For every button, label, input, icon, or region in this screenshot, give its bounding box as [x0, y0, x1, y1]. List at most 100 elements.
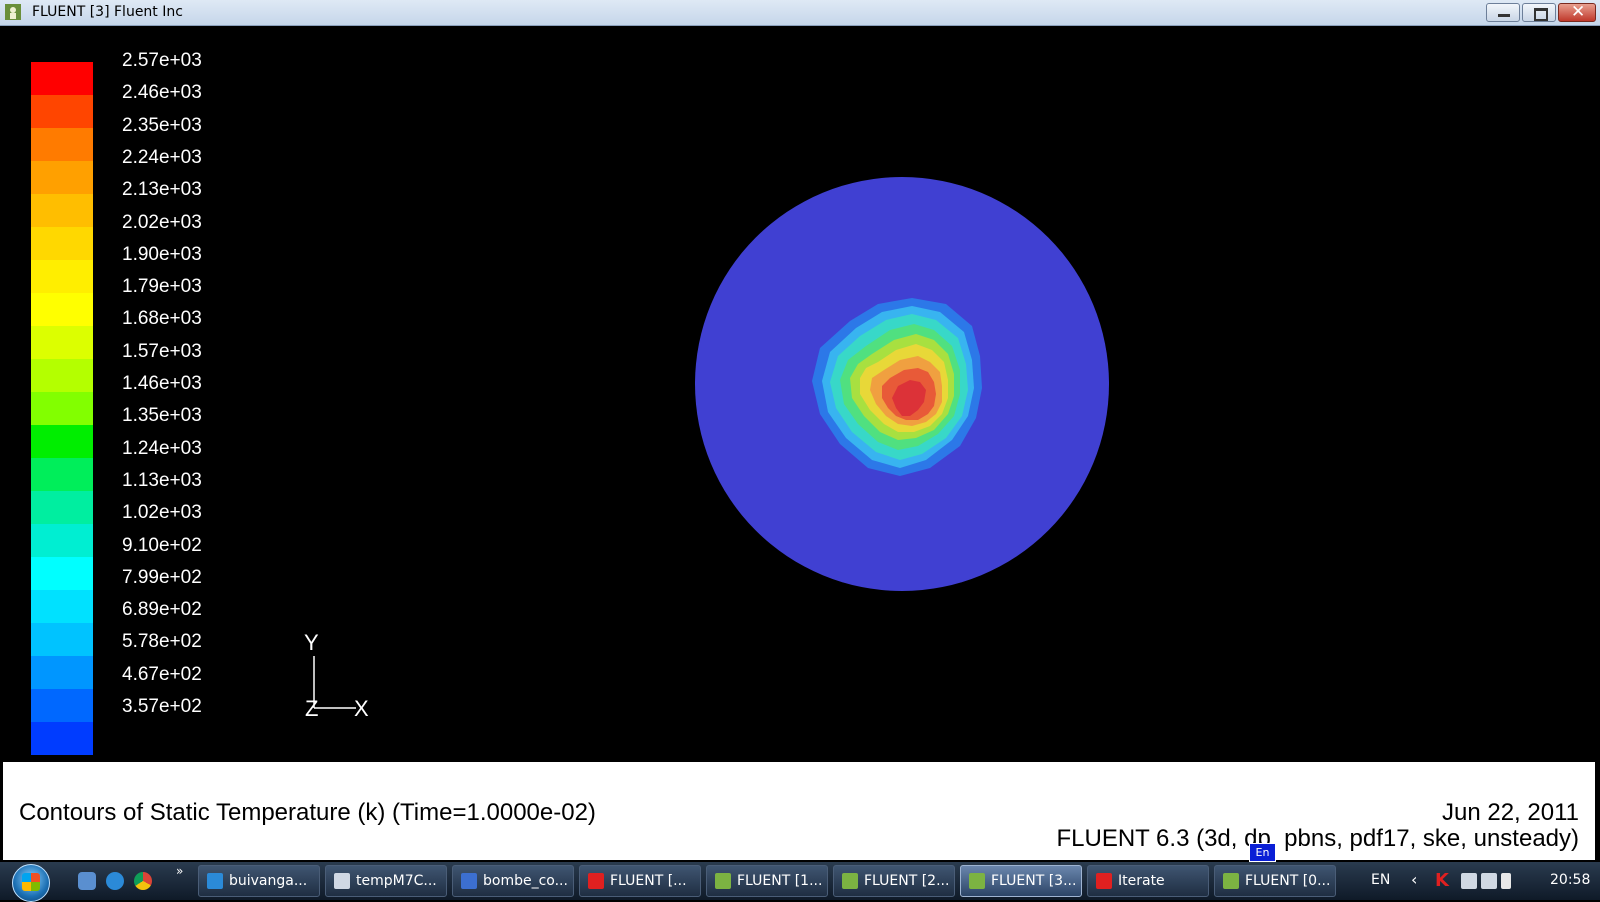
graphics-viewport[interactable]: 2.57e+03 2.46e+03 2.35e+03 2.24e+03 2.13e+03… [0, 26, 1600, 759]
network-tray-icon[interactable] [1481, 873, 1497, 889]
legend-tick-label: 1.79e+03 [122, 276, 202, 298]
legend-tick-label: 4.67e+02 [122, 663, 202, 685]
taskbar-app-icon [461, 873, 477, 889]
tray-language[interactable]: EN [1371, 872, 1391, 888]
minimize-icon [1498, 14, 1510, 17]
restore-icon [1534, 8, 1548, 21]
taskbar-app-icon [334, 873, 350, 889]
legend-tick-label: 1.35e+03 [122, 405, 202, 427]
antivirus-tray-icon[interactable]: K [1435, 870, 1449, 891]
legend-swatch [31, 260, 93, 293]
legend-tick-label: 1.02e+03 [122, 502, 202, 524]
legend-tick-label: 3.57e+02 [122, 696, 202, 717]
legend-swatch [31, 128, 93, 161]
taskbar-button[interactable]: FLUENT [3... [960, 865, 1082, 897]
taskbar-button-label: Iterate [1118, 873, 1165, 889]
tray-expand-icon[interactable]: ‹ [1411, 870, 1418, 889]
legend-swatch [31, 557, 93, 590]
legend-tick-label: 1.46e+03 [122, 373, 202, 394]
contour-core [892, 380, 926, 416]
volume-tray-icon[interactable] [1501, 873, 1511, 889]
legend-tick-label: 5.78e+02 [122, 631, 202, 653]
tray-app-icon[interactable] [1461, 873, 1477, 889]
taskbar-button-label: FLUENT [1... [737, 873, 823, 889]
legend-swatch [31, 656, 93, 689]
chrome-icon[interactable] [134, 872, 152, 890]
taskbar-button-label: bombe_co... [483, 873, 568, 889]
taskbar-button-label: FLUENT [0... [1245, 873, 1331, 889]
legend-tick-label: 2.24e+03 [122, 146, 202, 168]
close-icon: ✕ [1571, 2, 1586, 22]
close-button[interactable]: ✕ [1558, 2, 1596, 22]
legend-swatch [31, 161, 93, 194]
start-button[interactable] [12, 864, 50, 902]
quicklaunch-more-icon[interactable]: » [176, 864, 184, 878]
legend-tick-label: 9.10e+02 [122, 534, 202, 556]
taskbar-button[interactable]: FLUENT [0... [1214, 865, 1336, 897]
legend-swatch [31, 425, 93, 458]
legend-swatch [31, 458, 93, 491]
taskbar-button[interactable]: buivanga... [198, 865, 320, 897]
legend-tick-label: 2.57e+03 [122, 50, 202, 71]
show-desktop-icon[interactable] [78, 872, 96, 890]
taskbar-app-icon [588, 873, 604, 889]
legend-swatch [31, 62, 93, 95]
taskbar-app-icon [207, 873, 223, 889]
taskbar-app-icon [1096, 873, 1112, 889]
taskbar-button-label: FLUENT [... [610, 873, 687, 889]
restore-button[interactable] [1522, 3, 1556, 22]
legend-swatch [31, 95, 93, 128]
axis-z-label: Z [305, 696, 319, 721]
axes-triad: Y Z X [300, 630, 390, 726]
taskbar-button-label: tempM7C... [356, 873, 437, 889]
taskbar-button[interactable]: Iterate [1087, 865, 1209, 897]
legend-tick-label: 1.68e+03 [122, 308, 202, 330]
taskbar-button-label: FLUENT [3... [991, 873, 1077, 889]
legend-tick-label: 1.90e+03 [122, 243, 202, 265]
window-title: FLUENT [3] Fluent Inc [32, 4, 183, 20]
color-legend-bar [31, 62, 93, 755]
internet-explorer-icon[interactable] [106, 872, 124, 890]
legend-tick-label: 2.46e+03 [122, 82, 202, 104]
taskbar-app-icon [842, 873, 858, 889]
taskbar-button[interactable]: tempM7C... [325, 865, 447, 897]
taskbar-button[interactable]: FLUENT [2... [833, 865, 955, 897]
legend-swatch [31, 227, 93, 260]
legend-tick-label: 6.89e+02 [122, 599, 202, 621]
legend-tick-label: 2.35e+03 [122, 114, 202, 136]
legend-swatch [31, 623, 93, 656]
legend-swatch [31, 326, 93, 359]
taskbar-app-icon [1223, 873, 1239, 889]
minimize-button[interactable] [1486, 3, 1520, 22]
axis-y-label: Y [304, 630, 319, 655]
taskbar-app-icon [715, 873, 731, 889]
system-tray: EN ‹ K 20:58 [1365, 862, 1600, 900]
legend-swatch [31, 392, 93, 425]
taskbar-button-label: FLUENT [2... [864, 873, 950, 889]
plot-caption: Contours of Static Temperature (k) (Time… [1, 760, 1597, 862]
legend-swatch [31, 359, 93, 392]
window-title-bar[interactable]: FLUENT [3] Fluent Inc ✕ [0, 0, 1600, 26]
legend-tick-label: 1.24e+03 [122, 437, 202, 459]
legend-tick-label: 1.57e+03 [122, 340, 202, 362]
legend-swatch [31, 689, 93, 722]
legend-swatch [31, 293, 93, 326]
axes-triad-lines [313, 656, 356, 709]
tray-clock[interactable]: 20:58 [1550, 872, 1591, 888]
legend-swatch [31, 194, 93, 227]
taskbar-button[interactable]: FLUENT [... [579, 865, 701, 897]
caption-solver-info: FLUENT 6.3 (3d, dp, pbns, pdf17, ske, un… [1056, 825, 1579, 852]
legend-swatch [31, 590, 93, 623]
legend-tick-label: 1.13e+03 [122, 469, 202, 491]
legend-tick-label: 7.99e+02 [122, 566, 202, 588]
taskbar: » buivanga... tempM7C... bombe_co... FLUENT… [0, 862, 1600, 902]
caption-date: Jun 22, 2011 [1441, 799, 1579, 826]
ime-language-badge[interactable]: En [1249, 843, 1276, 862]
temperature-contour-plot [695, 177, 1109, 591]
taskbar-button[interactable]: bombe_co... [452, 865, 574, 897]
taskbar-button[interactable]: FLUENT [1... [706, 865, 828, 897]
taskbar-app-icon [969, 873, 985, 889]
axis-x-label: X [354, 696, 369, 721]
caption-title: Contours of Static Temperature (k) (Time… [19, 799, 596, 826]
legend-tick-label: 2.13e+03 [122, 179, 202, 201]
